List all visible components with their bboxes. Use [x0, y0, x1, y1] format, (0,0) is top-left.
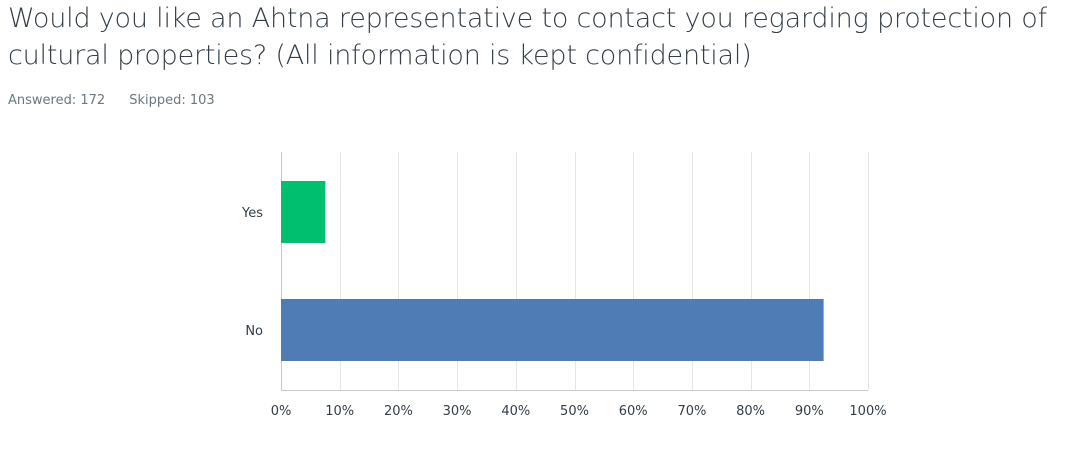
x-tick-label: 0%	[271, 404, 292, 419]
x-tick-label: 60%	[619, 404, 648, 419]
category-label-yes: Yes	[241, 206, 263, 221]
x-tick-label: 10%	[325, 404, 354, 419]
skipped-count: Skipped: 103	[129, 93, 215, 108]
x-tick-label: 80%	[736, 404, 765, 419]
x-tick-label: 40%	[501, 404, 530, 419]
x-tick-label: 50%	[560, 404, 589, 419]
response-stats: Answered: 172 Skipped: 103	[8, 93, 215, 108]
x-tick-label: 20%	[384, 404, 413, 419]
x-tick-label: 100%	[849, 404, 886, 419]
question-title: Would you like an Ahtna representative t…	[8, 3, 1047, 71]
x-tick-label: 90%	[795, 404, 824, 419]
x-tick-label: 30%	[443, 404, 472, 419]
category-label-no: No	[245, 324, 263, 339]
bar-no	[281, 299, 824, 361]
bar-yes	[281, 181, 326, 243]
answered-count: Answered: 172	[8, 93, 106, 108]
x-tick-label: 70%	[677, 404, 706, 419]
